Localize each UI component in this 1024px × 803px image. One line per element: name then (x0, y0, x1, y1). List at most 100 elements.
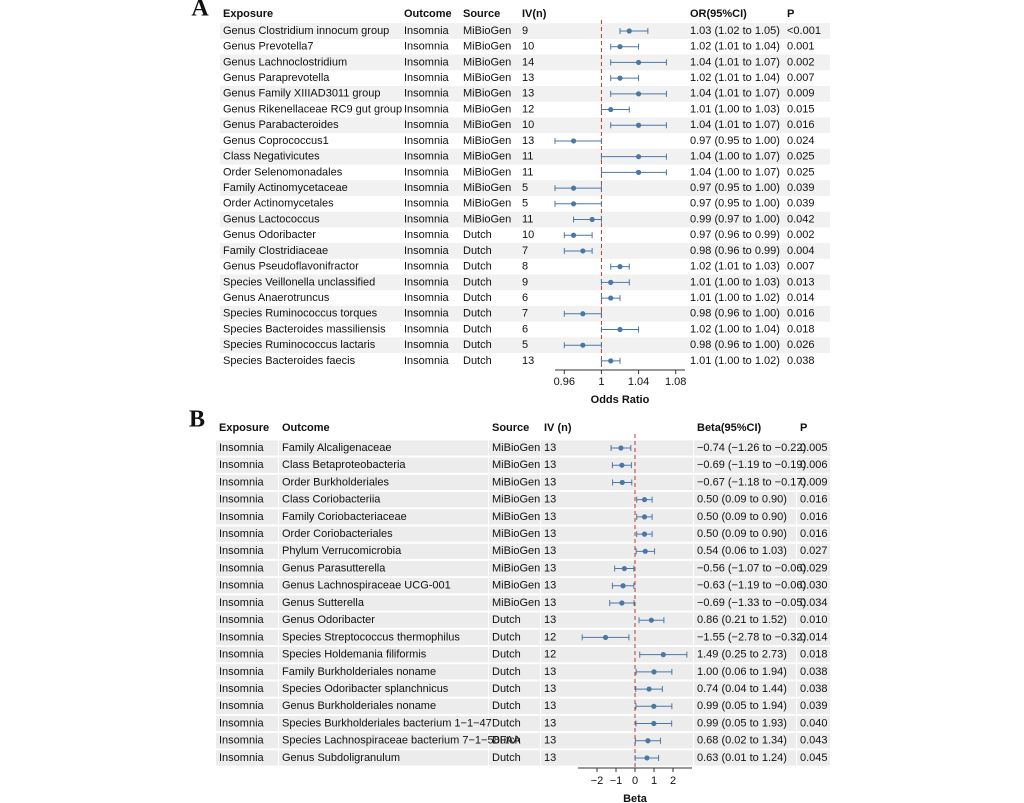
exposure-cell: Family Clostridiaceae (223, 245, 328, 257)
point-estimate (608, 295, 614, 301)
cell-bg (216, 457, 278, 473)
source-cell: MiBioGen (463, 103, 511, 115)
cell-bg (541, 715, 693, 732)
source-cell: MiBioGen (463, 56, 511, 68)
n-cell: 13 (544, 717, 556, 729)
p-cell: 0.027 (800, 545, 828, 557)
source-cell: MiBioGen (463, 25, 511, 37)
row-bg (220, 117, 830, 134)
exposure-cell: Insomnia (219, 580, 265, 592)
cell-bg (541, 526, 693, 542)
point-estimate (645, 738, 651, 744)
source-cell: Dutch (463, 229, 492, 241)
source-cell: MiBioGen (463, 166, 511, 178)
n-cell: 13 (522, 72, 534, 84)
n-cell: 11 (522, 166, 533, 178)
point-estimate (570, 232, 577, 238)
cell-bg (541, 750, 693, 766)
value-labels-cell: −0.69 (−1.19 to −0.19) (697, 459, 806, 471)
outcome-cell: Insomnia (404, 56, 450, 68)
outcome-cell: Insomnia (404, 135, 450, 147)
source-cell: Dutch (492, 631, 521, 643)
cell-bg (797, 578, 830, 594)
p-cell: 0.007 (787, 72, 815, 84)
n-cell: 11 (522, 213, 533, 225)
cell-bg (694, 492, 796, 508)
point-estimate (651, 703, 657, 709)
value-labels-cell: 0.74 (0.04 to 1.44) (697, 683, 787, 695)
source-cell: MiBioGen (463, 213, 511, 225)
point-estimate (580, 342, 586, 348)
exposure-cell: Insomnia (219, 717, 265, 729)
source-cell: MiBioGen (463, 135, 511, 147)
exposure-cell: Insomnia (219, 597, 265, 609)
source-cell: Dutch (463, 261, 492, 273)
n-cell: 7 (522, 308, 528, 320)
outcome-cell: Species Streptococcus thermophilus (282, 631, 460, 643)
n-cell: 13 (544, 597, 556, 609)
exposure-cell: Insomnia (219, 545, 265, 557)
cell-bg (694, 509, 796, 525)
source-cell: Dutch (463, 355, 492, 367)
cell-bg (541, 647, 693, 663)
cell-bg (216, 595, 278, 611)
cell-bg (489, 612, 540, 628)
n-cell: 13 (522, 135, 534, 147)
point-estimate (608, 358, 614, 364)
p-cell: 0.016 (787, 119, 815, 131)
p-cell: 0.042 (787, 213, 815, 225)
p-cell: 0.014 (787, 292, 815, 304)
point-estimate (621, 565, 627, 572)
exposure-cell: Insomnia (219, 562, 265, 574)
cell-bg (489, 629, 540, 646)
p-cell: 0.014 (800, 631, 828, 643)
x-axis-label: Beta (623, 793, 648, 803)
exposure-cell: Class Negativicutes (223, 151, 320, 163)
cell-bg (216, 526, 278, 542)
x-tick-label: 1 (598, 376, 604, 388)
exposure-cell: Genus Clostridium innocum group (223, 25, 389, 37)
outcome-cell: Insomnia (404, 182, 450, 194)
x-tick-label: 0 (632, 775, 638, 787)
point-estimate (641, 514, 648, 520)
exposure-cell: Genus Lactococcus (223, 213, 320, 225)
value-labels-cell: 0.98 (0.96 to 1.00) (690, 339, 780, 351)
source-cell: Dutch (492, 649, 521, 661)
cell-bg (694, 664, 796, 680)
n-cell: 10 (522, 229, 534, 241)
column-header: Exposure (223, 8, 273, 20)
source-cell: Dutch (463, 276, 492, 288)
p-cell: 0.018 (787, 323, 815, 335)
p-cell: 0.016 (787, 308, 815, 320)
value-labels-cell: 1.04 (1.01 to 1.07) (690, 88, 780, 100)
value-labels-cell: −0.63 (−1.19 to −0.06) (697, 580, 806, 592)
cell-bg (279, 440, 488, 456)
source-cell: Dutch (492, 683, 521, 695)
source-cell: MiBioGen (463, 41, 511, 53)
exposure-cell: Genus Paraprevotella (223, 72, 330, 84)
column-header: Exposure (219, 422, 269, 434)
point-estimate (617, 75, 623, 81)
point-estimate (648, 617, 654, 623)
n-cell: 13 (544, 683, 556, 695)
outcome-cell: Insomnia (404, 308, 450, 320)
cell-bg (797, 733, 830, 749)
p-cell: 0.024 (787, 135, 815, 147)
source-cell: Dutch (492, 752, 521, 764)
cell-bg (541, 664, 693, 680)
outcome-cell: Insomnia (404, 339, 450, 351)
x-tick-label: −1 (610, 775, 623, 787)
n-cell: 7 (522, 245, 528, 257)
row-bg (220, 305, 830, 322)
column-header: P (800, 422, 807, 434)
value-labels-cell: 1.01 (1.00 to 1.03) (690, 276, 780, 288)
value-labels-cell: −1.55 (−2.78 to −0.32) (697, 631, 806, 643)
outcome-cell: Species Lachnospiraceae bacterium 7−1−58… (282, 735, 521, 747)
source-cell: MiBioGen (463, 88, 511, 100)
cell-bg (694, 560, 796, 577)
cell-bg (216, 492, 278, 508)
p-cell: 0.010 (800, 614, 828, 626)
outcome-cell: Insomnia (404, 245, 450, 257)
cell-bg (279, 595, 488, 611)
point-estimate (608, 279, 614, 285)
